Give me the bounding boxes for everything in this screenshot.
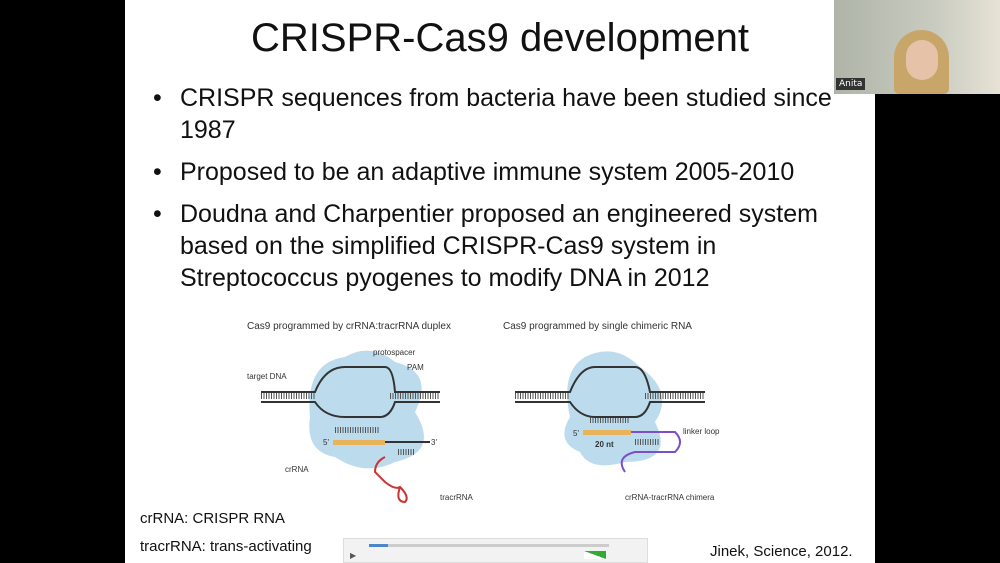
play-icon[interactable]: ▶: [350, 551, 357, 560]
participant-face: [906, 40, 938, 80]
cas9-protein-right: [564, 351, 663, 466]
svg-text:linker loop: linker loop: [683, 427, 720, 436]
tracrrna-strand: [373, 456, 408, 504]
bullet: Doudna and Charpentier proposed an engin…: [153, 198, 863, 294]
svg-text:crRNA-tracrRNA chimera: crRNA-tracrRNA chimera: [625, 493, 715, 502]
bullet-list: CRISPR sequences from bacteria have been…: [153, 82, 863, 304]
crrna-bar: [333, 440, 385, 445]
cas9-protein-left: [309, 350, 424, 469]
svg-text:tracrRNA: tracrRNA: [440, 493, 474, 502]
bullet: Proposed to be an adaptive immune system…: [153, 156, 863, 188]
cas9-diagram: Cas9 programmed by crRNA:tracrRNA duplex…: [247, 321, 720, 504]
media-player[interactable]: ▶: [343, 538, 648, 563]
right-figure-title: Cas9 programmed by single chimeric RNA: [503, 321, 692, 332]
volume-icon[interactable]: [584, 551, 606, 559]
svg-text:5': 5': [323, 438, 329, 447]
crrna-note: crRNA: CRISPR RNA: [140, 510, 286, 527]
slide: CRISPR-Cas9 development CRISPR sequences…: [125, 0, 875, 563]
participant-name: Anita: [836, 78, 866, 90]
svg-text:protospacer: protospacer: [373, 348, 416, 357]
webcam-video: Anita: [834, 0, 1000, 94]
svg-text:3': 3': [431, 438, 437, 447]
tracrrna-note: tracrRNA: trans-activating: [140, 538, 312, 555]
svg-text:target DNA: target DNA: [247, 372, 287, 381]
slide-title: CRISPR-Cas9 development: [251, 16, 749, 60]
svg-text:5': 5': [573, 429, 579, 438]
svg-text:20 nt: 20 nt: [595, 440, 614, 449]
seek-bar[interactable]: [369, 544, 609, 547]
bullet: CRISPR sequences from bacteria have been…: [153, 82, 863, 146]
citation: Jinek, Science, 2012.: [710, 543, 853, 560]
left-figure-title: Cas9 programmed by crRNA:tracrRNA duplex: [247, 321, 451, 332]
svg-text:crRNA: crRNA: [285, 465, 309, 474]
svg-text:PAM: PAM: [407, 363, 424, 372]
